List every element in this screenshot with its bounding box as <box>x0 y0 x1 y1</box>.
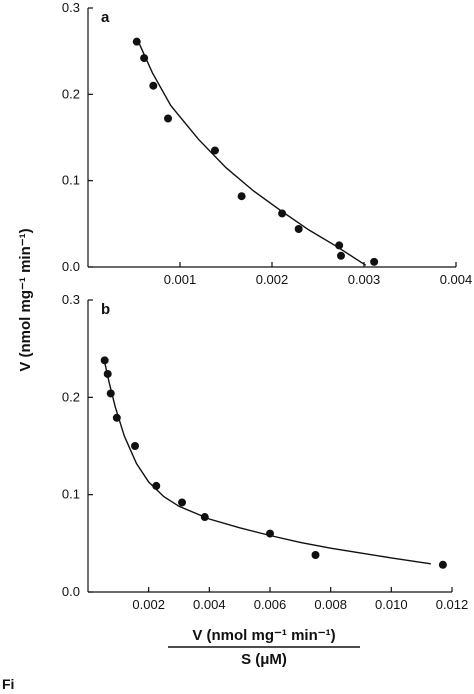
x-tick-label-a: 0.004 <box>440 272 473 287</box>
data-point-a <box>237 192 246 201</box>
y-tick-label-a: 0.2 <box>62 86 80 101</box>
data-point-b <box>266 529 274 538</box>
y-tick-label-b: 0.0 <box>62 584 80 599</box>
fit-curve-b <box>104 362 431 565</box>
data-point-b <box>311 551 320 560</box>
panel-b-chart: 0.0 0.1 0.2 0.3 0.002 0.004 0.006 0.008 0.010 0.0… <box>62 292 468 612</box>
data-point-a <box>132 37 141 46</box>
fit-curve-a <box>136 37 367 266</box>
data-point-a <box>278 209 287 218</box>
y-tick-label-b: 0.3 <box>62 292 80 307</box>
x-tick-label-b: 0.010 <box>375 597 408 612</box>
data-point-b <box>438 560 447 569</box>
x-tick-label-b: 0.008 <box>314 597 347 612</box>
x-tick-label-a: 0.003 <box>348 272 381 287</box>
y-tick-label-b: 0.1 <box>62 487 80 502</box>
data-point-a <box>210 146 219 155</box>
y-tick-label-a: 0.0 <box>62 259 80 274</box>
data-point-a <box>149 81 158 90</box>
data-point-a <box>337 251 345 260</box>
x-tick-label-b: 0.006 <box>254 597 287 612</box>
data-point-a <box>140 54 149 63</box>
data-point-b <box>100 356 109 365</box>
panel-label-a: a <box>101 9 110 26</box>
y-tick-label-b: 0.2 <box>62 389 80 404</box>
y-axis-label: V (nmol mg⁻¹ min⁻¹) <box>17 228 34 371</box>
panel-label-b: b <box>101 301 110 318</box>
data-point-b <box>178 498 187 507</box>
x-tick-label-a: 0.002 <box>256 272 289 287</box>
x-axis-label-denominator: S (μM) <box>241 651 287 668</box>
y-tick-label-a: 0.3 <box>62 0 80 15</box>
panel-a-chart: 0.0 0.1 0.2 0.3 0.001 0.002 0.003 0.004 a <box>62 0 472 287</box>
caption-fragment: Fi <box>2 676 14 692</box>
data-point-a <box>294 225 303 234</box>
data-point-b <box>112 413 121 422</box>
data-point-b <box>103 369 112 378</box>
data-point-b <box>152 481 161 490</box>
x-tick-label-b: 0.012 <box>436 597 469 612</box>
x-tick-label-b: 0.004 <box>193 597 226 612</box>
data-point-b <box>131 442 140 450</box>
data-point-a <box>370 257 379 266</box>
data-point-a <box>335 241 344 250</box>
x-axis-label-numerator: V (nmol mg⁻¹ min⁻¹) <box>192 627 335 644</box>
x-tick-label-b: 0.002 <box>132 597 165 612</box>
data-point-b <box>200 513 209 522</box>
data-point-b <box>106 389 115 398</box>
x-tick-label-a: 0.001 <box>164 272 197 287</box>
y-tick-label-a: 0.1 <box>62 173 80 188</box>
data-point-a <box>164 114 173 123</box>
